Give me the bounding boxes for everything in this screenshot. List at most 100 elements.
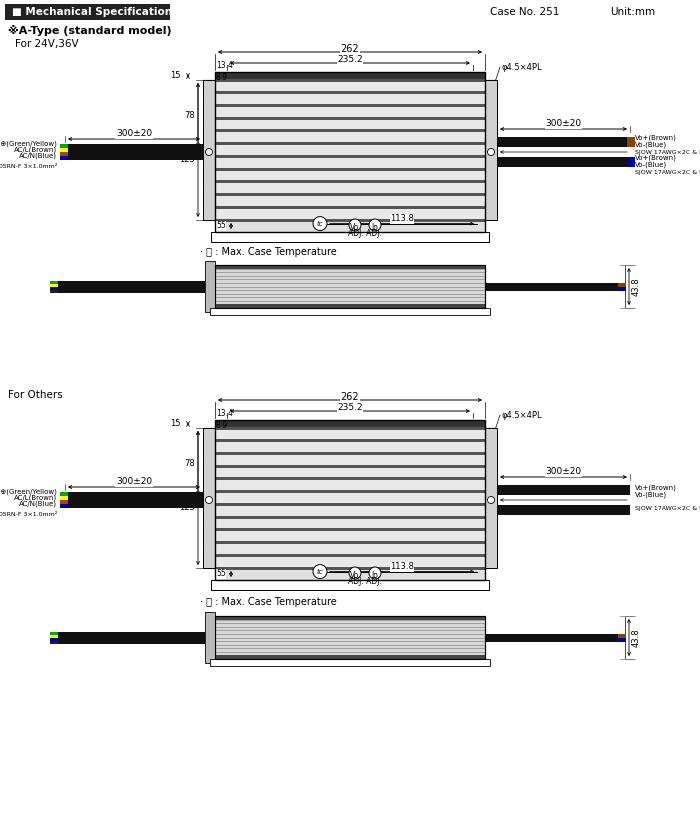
Bar [215,440,485,442]
Bar [215,304,485,308]
Text: ADJ. ADJ.: ADJ. ADJ. [348,229,382,238]
Bar [215,79,485,81]
Bar [215,155,485,158]
Bar [215,265,485,308]
Text: 125: 125 [179,503,195,513]
Bar [203,80,215,220]
Bar [618,638,626,642]
Text: Vo+(Brown): Vo+(Brown) [635,485,677,492]
Text: Unit:mm: Unit:mm [610,7,655,17]
Bar [215,490,485,493]
Bar [65,492,203,508]
Text: 300±20: 300±20 [545,467,582,477]
Bar [215,129,485,133]
Bar [497,505,630,515]
Text: · Ⓣ : Max. Case Temperature: · Ⓣ : Max. Case Temperature [200,597,337,607]
Text: 300±20: 300±20 [116,129,152,138]
Text: 11.5: 11.5 [216,234,232,243]
Text: SJOW 17AWG×3C & H05RN-F 3×1.0mm²: SJOW 17AWG×3C & H05RN-F 3×1.0mm² [0,163,57,169]
Circle shape [349,219,361,231]
Bar [215,80,485,220]
Bar [215,465,485,467]
Bar [215,218,485,221]
Circle shape [369,219,381,231]
Bar [210,659,490,666]
Bar [215,554,485,557]
Bar [215,220,485,232]
Bar [215,566,485,570]
Bar [50,289,58,293]
Bar [60,504,68,508]
Text: FG⊕(Green/Yellow): FG⊕(Green/Yellow) [0,141,57,148]
Text: 235.2: 235.2 [337,404,363,413]
Bar [215,516,485,519]
Text: 11.5: 11.5 [216,582,232,591]
Text: Vo: Vo [351,223,360,232]
Circle shape [206,149,213,155]
Text: AC/N(Blue): AC/N(Blue) [19,153,57,159]
Text: Vo-(Blue): Vo-(Blue) [635,142,667,149]
Bar [497,157,630,167]
Text: 13.4: 13.4 [216,409,233,418]
Bar [215,428,485,568]
Bar [618,286,626,290]
Bar [485,633,620,642]
Text: ※A-Type (standard model): ※A-Type (standard model) [8,24,171,35]
Bar [60,152,68,156]
Bar [215,265,485,308]
Text: 13.4: 13.4 [216,61,233,70]
Text: 262: 262 [341,44,359,54]
Bar [215,452,485,455]
Bar [50,634,58,638]
Bar [215,529,485,531]
Bar [50,280,58,284]
Bar [60,156,68,160]
Bar [50,286,58,289]
Bar [215,616,485,659]
Bar [215,72,485,80]
Bar [215,541,485,544]
Bar [215,193,485,196]
Bar [215,265,485,269]
Text: Io: Io [372,571,379,580]
Text: 125: 125 [179,155,195,164]
Bar [215,72,485,232]
Bar [215,180,485,183]
Circle shape [369,567,381,579]
Text: 300±20: 300±20 [116,477,152,487]
Text: 78: 78 [184,111,195,119]
Bar [215,503,485,506]
Bar [627,157,635,167]
Text: 300±20: 300±20 [545,119,582,128]
Text: For Others: For Others [8,390,63,400]
Bar [497,485,630,495]
Text: AC/N(Blue): AC/N(Blue) [19,501,57,508]
Bar [205,261,215,312]
Text: · Ⓣ : Max. Case Temperature: · Ⓣ : Max. Case Temperature [200,247,337,257]
Bar [627,137,635,147]
Bar [215,117,485,120]
Bar [211,232,489,242]
Bar [60,496,68,500]
Bar [5,4,170,20]
Text: 55: 55 [216,221,226,231]
Text: 43.8: 43.8 [632,628,641,647]
Bar [50,638,58,640]
Bar [205,612,215,663]
Bar [215,142,485,145]
Bar [50,284,58,286]
Text: SJOW 17AWG×3C & H05RN-F 3×1.0mm²: SJOW 17AWG×3C & H05RN-F 3×1.0mm² [0,511,57,517]
Bar [65,144,203,160]
Bar [55,632,205,644]
Bar [215,655,485,659]
Bar [618,283,626,286]
Text: Io: Io [372,223,379,232]
Bar [55,280,205,293]
Bar [60,148,68,152]
Bar [215,91,485,94]
Bar [50,640,58,644]
Text: ADJ. ADJ.: ADJ. ADJ. [348,577,382,586]
Bar [215,104,485,107]
Text: 235.2: 235.2 [337,55,363,65]
Bar [60,500,68,504]
